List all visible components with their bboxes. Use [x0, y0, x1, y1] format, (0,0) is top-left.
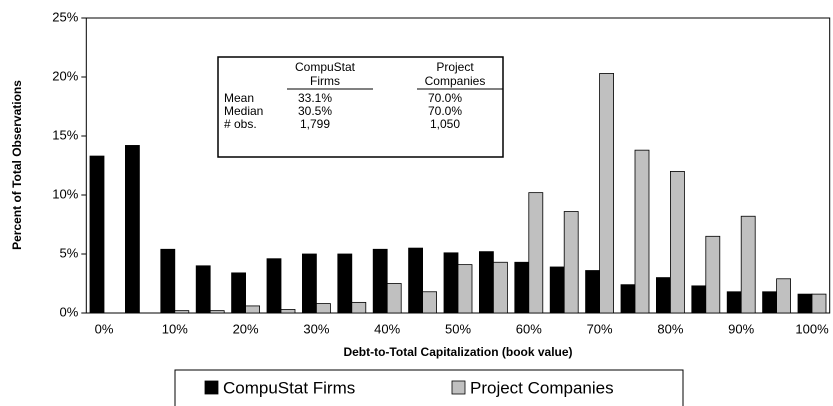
bar: [351, 301, 367, 314]
x-tick-label: 20%: [233, 321, 259, 336]
x-tick-label: 70%: [587, 321, 613, 336]
bar: [776, 278, 791, 314]
table-header: CompuStat: [295, 60, 356, 74]
x-tick-label: 10%: [162, 321, 188, 336]
bar: [811, 293, 827, 314]
table-header: Project: [436, 60, 474, 74]
table-cell: 1,799: [300, 117, 330, 131]
bar: [563, 211, 579, 314]
y-tick-label: 10%: [52, 186, 78, 201]
table-header: Companies: [425, 74, 486, 88]
x-tick-label: 90%: [728, 321, 754, 336]
table-cell: 30.5%: [298, 104, 332, 118]
bar: [797, 293, 813, 314]
bar: [492, 261, 508, 314]
y-tick-label: 0%: [60, 304, 79, 319]
table-cell: 1,050: [430, 117, 460, 131]
table-cell: 70.0%: [428, 91, 462, 105]
bar: [634, 149, 650, 314]
bar: [174, 310, 190, 314]
bar: [691, 285, 707, 314]
bar: [372, 248, 388, 314]
legend-label: Project Companies: [470, 378, 614, 397]
bar: [620, 284, 636, 314]
bar: [125, 145, 140, 314]
bar: [585, 270, 600, 314]
bar: [266, 258, 282, 314]
bar: [195, 265, 211, 314]
bar: [705, 235, 721, 314]
table-cell: 70.0%: [428, 104, 462, 118]
x-tick-label: 40%: [374, 321, 400, 336]
bar: [231, 272, 247, 314]
bar: [245, 305, 261, 314]
bar: [549, 266, 565, 314]
row-label: Mean: [224, 91, 254, 105]
bar: [280, 309, 296, 314]
bar: [528, 192, 544, 314]
x-tick-label: 50%: [445, 321, 471, 336]
bar: [443, 252, 459, 314]
y-tick-label: 5%: [60, 245, 79, 260]
inset-table: [217, 56, 504, 158]
bar: [386, 283, 402, 314]
y-axis-label: Percent of Total Observations: [10, 80, 24, 250]
bar: [762, 291, 777, 314]
bar: [656, 277, 671, 314]
bar: [315, 303, 331, 314]
bar: [89, 155, 105, 314]
bar: [599, 73, 614, 314]
x-tick-label: 80%: [657, 321, 683, 336]
table-header: Firms: [310, 74, 340, 88]
legend-label: CompuStat Firms: [223, 378, 355, 397]
bar: [478, 251, 494, 314]
x-tick-label: 60%: [516, 321, 542, 336]
bar: [337, 253, 353, 314]
x-axis-label: Debt-to-Total Capitalization (book value…: [343, 345, 572, 359]
bar: [514, 261, 530, 314]
x-tick-label: 30%: [303, 321, 329, 336]
bar: [160, 248, 176, 314]
row-label: Median: [224, 104, 263, 118]
row-label: # obs.: [224, 117, 257, 131]
y-tick-label: 15%: [52, 127, 78, 142]
legend-swatch: [204, 380, 219, 395]
bar: [670, 170, 685, 314]
bar: [726, 291, 742, 314]
bar: [408, 247, 424, 314]
legend-swatch: [451, 380, 466, 395]
bar: [422, 291, 438, 314]
bar: [301, 253, 317, 314]
legend-box: [174, 369, 684, 406]
y-tick-label: 20%: [52, 68, 78, 83]
bar: [457, 264, 473, 314]
x-tick-label: 0%: [95, 321, 114, 336]
table-cell: 33.1%: [298, 91, 332, 105]
y-tick-label: 25%: [52, 9, 78, 24]
bar: [209, 310, 225, 314]
bar: [740, 215, 756, 314]
x-tick-label: 100%: [795, 321, 829, 336]
